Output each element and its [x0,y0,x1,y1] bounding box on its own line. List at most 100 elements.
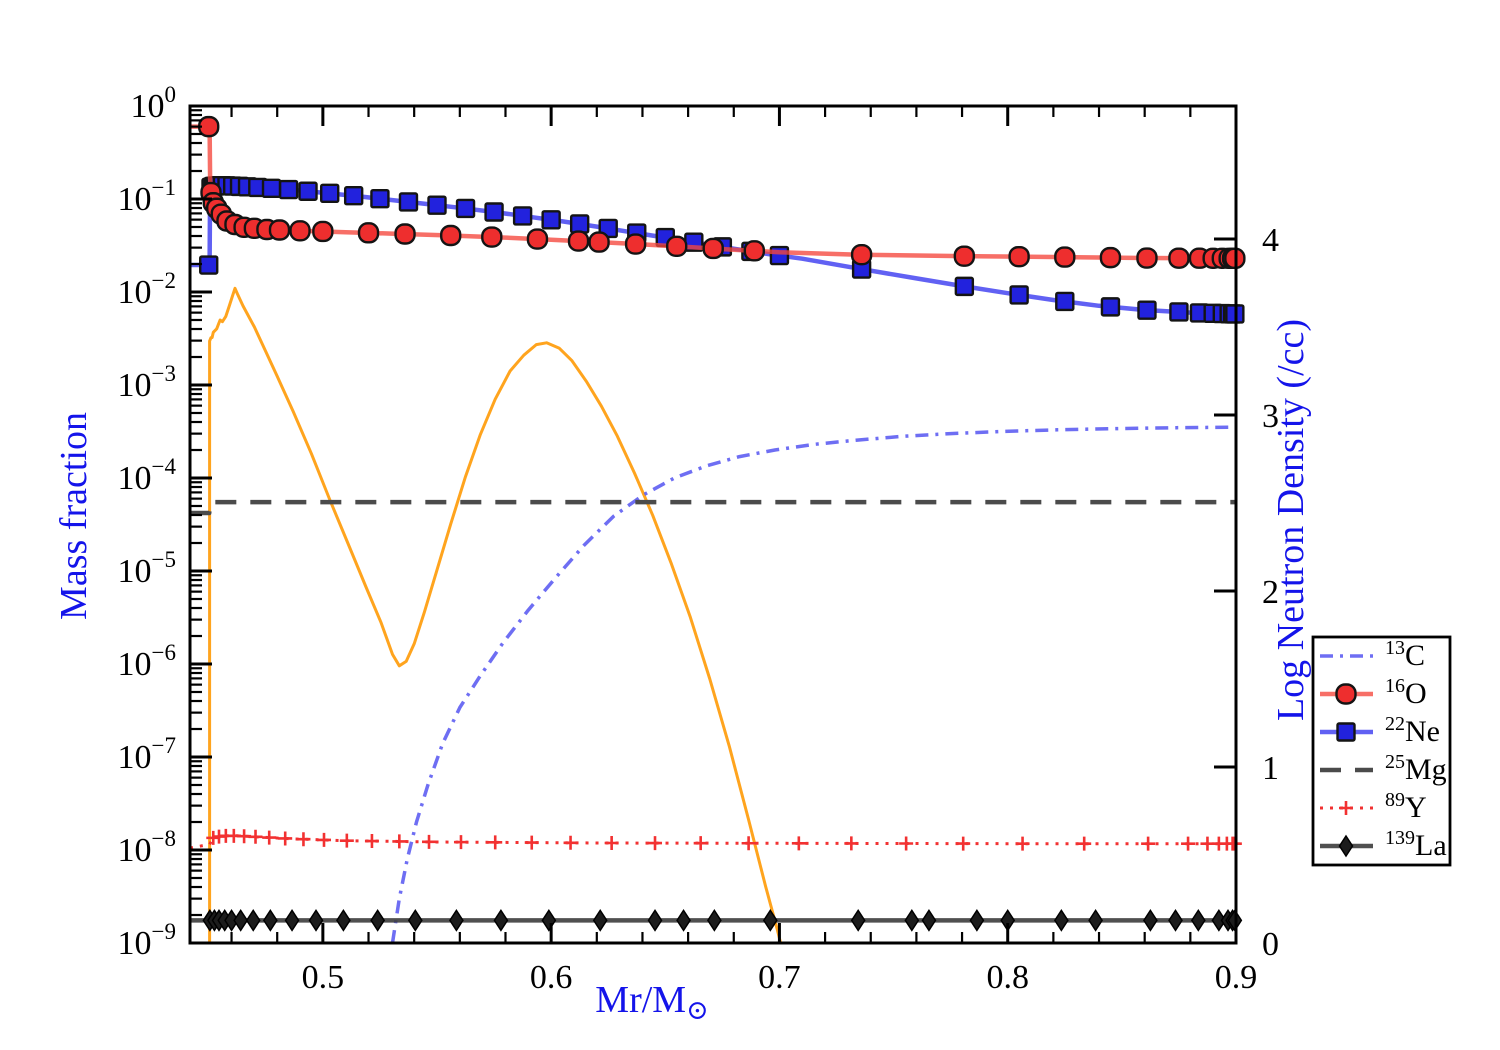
89y-marker [317,832,332,847]
139la-marker [262,909,278,932]
139la-marker [245,909,261,932]
139la-marker [284,909,300,932]
chart-root: 0.5 0.6 0.7 0.8 0.910010−110−210−310−410−510… [118,82,1452,996]
y-right-tick-label: 1 [1262,750,1279,787]
139la-marker [336,909,351,932]
139la-marker [449,909,464,932]
y-left-tick-label: 10−3 [118,361,176,404]
89y-marker [278,831,293,846]
y-axis-label: Mass fraction [53,412,95,620]
legend-box [1311,635,1452,867]
y-left-tick-label: 10−5 [118,547,176,590]
139la-marker [969,909,985,932]
22ne-marker [1055,291,1075,312]
y-right-tick-label: 4 [1262,222,1279,259]
series-139la [190,909,1243,932]
legend-item-89y: 89Y [1320,789,1427,824]
89y-marker [488,835,503,850]
139la-marker [921,909,937,932]
89y-marker [364,834,379,849]
139la-marker [1168,909,1183,932]
22ne-marker [484,202,504,222]
y-left-tick-label: 10−6 [118,640,176,683]
x-axis-label: Mr/M⊙ [595,979,708,1025]
139la-marker [1338,834,1354,858]
89y-marker [693,836,708,851]
series-16o [190,115,1246,270]
16o-marker [312,220,334,243]
89y-marker [791,836,806,851]
89y-marker [1141,836,1156,851]
89y-marker [453,835,468,850]
16o-marker [1335,683,1357,705]
series-13c [390,425,1237,944]
89y-marker [1181,836,1196,851]
16o-marker [289,220,311,242]
legend-item-13c: 13C [1320,637,1425,672]
89y-marker [339,833,354,848]
x-axis-ticks [230,106,1238,943]
89y-marker [524,835,539,850]
89y-marker [648,836,663,851]
139la-marker [762,909,778,932]
16o-marker [1099,246,1122,269]
22ne-marker [320,183,340,204]
y-right-tick-label: 0 [1262,926,1279,963]
22ne-marker [298,181,318,201]
89y-marker [844,836,859,851]
22ne-marker [343,186,364,206]
x-tick-label: 0.7 [758,959,801,996]
16o-marker [850,244,873,266]
89y-marker [1339,801,1353,815]
139la-marker [676,909,691,932]
22ne-marker [261,178,282,199]
22ne-marker [569,214,590,234]
16o-marker [481,226,503,248]
22ne-marker [1100,297,1121,317]
139la-marker [1088,909,1103,932]
22ne-marker [398,192,419,212]
89y-marker [741,836,756,851]
legend-item-16o: 16O [1320,675,1427,710]
legend-label: 89Y [1385,789,1427,824]
22ne-marker [427,195,447,215]
22ne-marker [370,189,390,209]
16o-marker [567,230,590,252]
legend-item-139la: 139La [1320,827,1447,862]
legend-label: 22Ne [1385,713,1440,748]
139la-marker [407,909,423,932]
139la-marker [592,909,608,932]
22ne-marker [199,255,219,275]
16o-marker [198,115,220,138]
x-tick-label: 0.6 [530,959,573,996]
x-tick-label: 0.9 [1215,959,1258,996]
22ne-marker [512,206,533,226]
legend-label: 139La [1385,827,1447,862]
legend-label: 13C [1385,637,1425,672]
series-neutron-density-unlabeled-orange- [208,286,783,944]
16o-marker [1008,245,1030,268]
legend-label: 25Mg [1385,751,1447,786]
16o-marker [953,245,976,267]
series-25mg [190,499,1236,516]
139la-marker [493,909,509,932]
16o-marker [588,231,610,253]
16o-marker [743,240,766,262]
139la-marker [1053,909,1069,932]
139la-marker [904,909,920,932]
89y-marker [392,834,407,849]
89y-marker [899,836,914,851]
139la-marker [1142,909,1158,932]
139la-marker [370,909,386,932]
y-left-ticks [190,104,212,945]
89y-marker [422,834,437,849]
sun-symbol: ⊙ [686,995,709,1025]
16o-marker [526,228,549,250]
legend-item-22ne: 22Ne [1320,713,1440,748]
legend-item-25mg: 25Mg [1320,751,1447,786]
right-axis-label: Log Neutron Density (/cc) [1270,319,1312,721]
22ne-marker [541,210,561,230]
